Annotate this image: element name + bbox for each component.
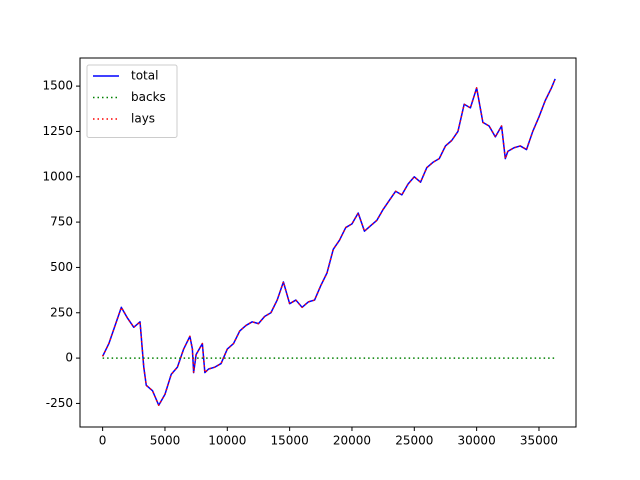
y-tick-label: 500 (50, 260, 73, 274)
y-tick-label: 750 (50, 215, 73, 229)
x-tick-label: 30000 (458, 434, 496, 448)
x-tick-label: 0 (99, 434, 107, 448)
y-tick-label: -250 (46, 396, 73, 410)
x-tick-label: 15000 (271, 434, 309, 448)
x-tick-label: 35000 (520, 434, 558, 448)
x-tick-label: 20000 (333, 434, 371, 448)
y-tick-label: 250 (50, 305, 73, 319)
y-tick-label: 1250 (42, 124, 73, 138)
x-tick-label: 5000 (150, 434, 181, 448)
legend-box (86, 64, 178, 138)
y-tick-label: 1000 (42, 169, 73, 183)
series-line (101, 78, 556, 406)
legend-label: backs (131, 90, 166, 104)
x-tick-label: 25000 (395, 434, 433, 448)
y-tick-label: 1500 (42, 79, 73, 93)
y-tick-label: 0 (65, 351, 73, 365)
legend-label: lays (131, 112, 155, 126)
legend-label: total (131, 69, 158, 83)
axes-frame (79, 57, 577, 428)
x-tick-label: 10000 (208, 434, 246, 448)
